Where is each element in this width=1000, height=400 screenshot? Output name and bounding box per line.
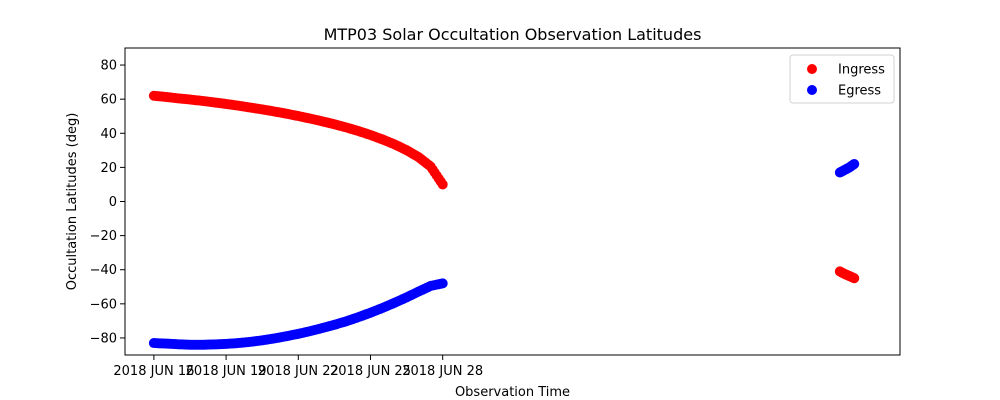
x-tick-label: 2018 JUN 19 xyxy=(186,364,267,379)
x-tick-label: 2018 JUN 22 xyxy=(258,364,339,379)
y-tick-label: −40 xyxy=(90,263,117,278)
y-tick-label: 0 xyxy=(109,195,117,210)
series-ingress xyxy=(148,90,860,284)
y-tick-label: 40 xyxy=(100,127,117,142)
x-axis-label: Observation Time xyxy=(455,385,570,400)
x-tick-label: 2018 JUN 25 xyxy=(330,364,411,379)
y-tick-label: 20 xyxy=(100,161,117,176)
y-tick-label: −80 xyxy=(90,331,117,346)
y-tick-label: −60 xyxy=(90,297,117,312)
legend-label-ingress: Ingress xyxy=(838,63,885,78)
chart-title: MTP03 Solar Occultation Observation Lati… xyxy=(324,25,702,44)
y-tick-label: −20 xyxy=(90,229,117,244)
x-tick-label: 2018 JUN 28 xyxy=(402,364,483,379)
legend-marker-ingress xyxy=(807,64,817,74)
legend: Ingress Egress xyxy=(789,54,895,104)
y-axis-label: Occultation Latitudes (deg) xyxy=(65,113,80,291)
y-tick-label: 80 xyxy=(100,59,117,74)
data-points xyxy=(148,90,860,350)
egress-point xyxy=(849,158,860,169)
plot-frame xyxy=(124,47,901,356)
series-egress xyxy=(148,158,860,350)
ingress-point xyxy=(437,179,448,190)
x-tick-label: 2018 JUN 16 xyxy=(113,364,194,379)
egress-point xyxy=(437,278,448,289)
legend-label-egress: Egress xyxy=(838,84,881,99)
legend-marker-egress xyxy=(807,85,817,95)
ingress-point xyxy=(849,273,860,284)
y-tick-label: 60 xyxy=(100,93,117,108)
